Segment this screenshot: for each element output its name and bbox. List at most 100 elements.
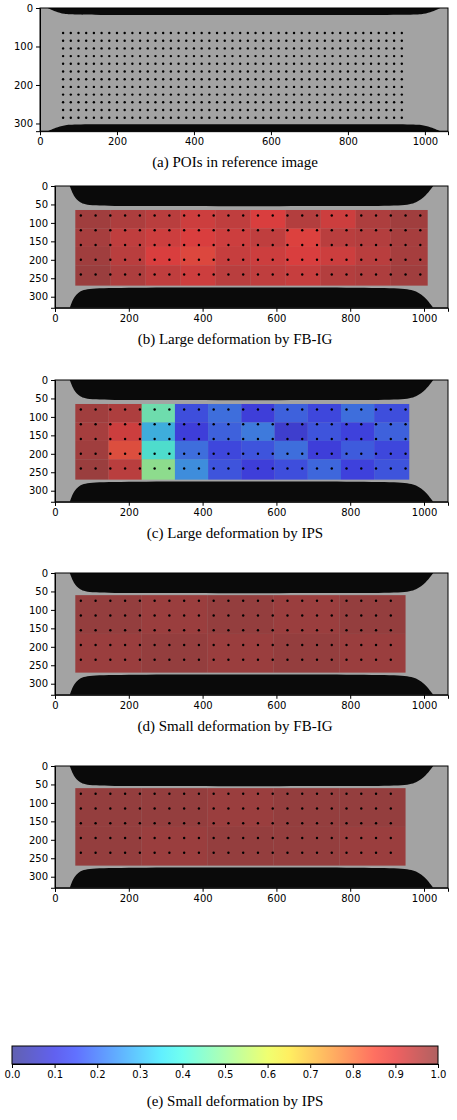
poi <box>153 214 155 216</box>
poi <box>316 438 318 440</box>
poi <box>272 792 274 794</box>
heatmap-cell <box>341 441 374 459</box>
heatmap-cell <box>75 404 108 422</box>
poi <box>177 116 179 118</box>
poi <box>375 614 377 616</box>
poi <box>227 229 229 231</box>
poi <box>224 55 226 57</box>
poi <box>272 644 274 646</box>
poi <box>390 837 392 839</box>
poi <box>277 40 279 42</box>
tick-mark <box>350 888 351 892</box>
poi <box>183 614 185 616</box>
poi <box>109 259 111 261</box>
poi <box>277 55 279 57</box>
poi <box>139 644 141 646</box>
poi <box>331 792 333 794</box>
poi <box>177 63 179 65</box>
poi <box>301 244 303 246</box>
poi <box>401 86 403 88</box>
poi <box>393 101 395 103</box>
poi <box>345 852 347 854</box>
tick-label: 100 <box>29 798 48 809</box>
poi <box>272 837 274 839</box>
poi <box>80 807 82 809</box>
heatmap-cell <box>110 210 145 228</box>
poi <box>109 852 111 854</box>
tick-label: 0.1 <box>47 1069 63 1080</box>
poi <box>94 438 96 440</box>
poi <box>168 792 170 794</box>
poi <box>270 93 272 95</box>
poi <box>131 55 133 57</box>
poi <box>324 109 326 111</box>
specimen-image <box>55 186 448 308</box>
tick: 100 <box>29 412 55 423</box>
heatmap-cell <box>251 228 286 246</box>
tick-label: 0 <box>52 313 58 324</box>
poi <box>200 70 202 72</box>
tick-mark <box>310 1064 311 1068</box>
poi <box>94 467 96 469</box>
tick-mark <box>350 308 351 312</box>
poi <box>272 259 274 261</box>
poi <box>162 93 164 95</box>
poi <box>131 101 133 103</box>
tick: 600 <box>267 502 286 518</box>
tick: 150 <box>29 430 55 441</box>
heatmap-cell <box>175 441 208 459</box>
tick: 200 <box>14 80 40 91</box>
poi <box>247 109 249 111</box>
tick-label: 1000 <box>412 313 437 324</box>
heatmap-cell <box>273 788 339 827</box>
poi <box>212 259 214 261</box>
tick-mark <box>268 1064 269 1068</box>
poi <box>393 63 395 65</box>
poi <box>80 599 82 601</box>
poi <box>345 807 347 809</box>
poi <box>170 116 172 118</box>
tick-label: 200 <box>120 313 139 324</box>
poi <box>116 116 118 118</box>
poi <box>170 70 172 72</box>
poi <box>212 659 214 661</box>
poi <box>183 423 185 425</box>
poi <box>198 599 200 601</box>
poi <box>354 93 356 95</box>
heatmap-cell <box>356 265 391 285</box>
poi <box>270 47 272 49</box>
tick-label: 0.8 <box>345 1069 361 1080</box>
poi <box>270 86 272 88</box>
poi <box>257 629 259 631</box>
poi <box>375 214 377 216</box>
poi <box>185 109 187 111</box>
poi <box>347 32 349 34</box>
poi <box>70 86 72 88</box>
poi <box>370 32 372 34</box>
tick-label: 0 <box>52 507 58 518</box>
tick-mark <box>395 1064 396 1068</box>
poi <box>93 40 95 42</box>
poi <box>131 63 133 65</box>
poi <box>108 47 110 49</box>
tick: 0 <box>52 695 58 711</box>
poi <box>85 55 87 57</box>
poi <box>185 101 187 103</box>
poi <box>212 614 214 616</box>
poi <box>301 32 303 34</box>
specimen-grip <box>48 124 441 131</box>
tick: 400 <box>185 131 204 147</box>
poi <box>401 55 403 57</box>
poi <box>108 55 110 57</box>
poi <box>257 214 259 216</box>
poi <box>124 599 126 601</box>
poi <box>147 109 149 111</box>
poi <box>390 438 392 440</box>
poi <box>257 244 259 246</box>
poi <box>347 78 349 80</box>
poi <box>94 273 96 275</box>
poi <box>354 70 356 72</box>
tick-mark <box>12 1064 13 1068</box>
poi <box>401 101 403 103</box>
tick-label: 50 <box>35 393 48 404</box>
